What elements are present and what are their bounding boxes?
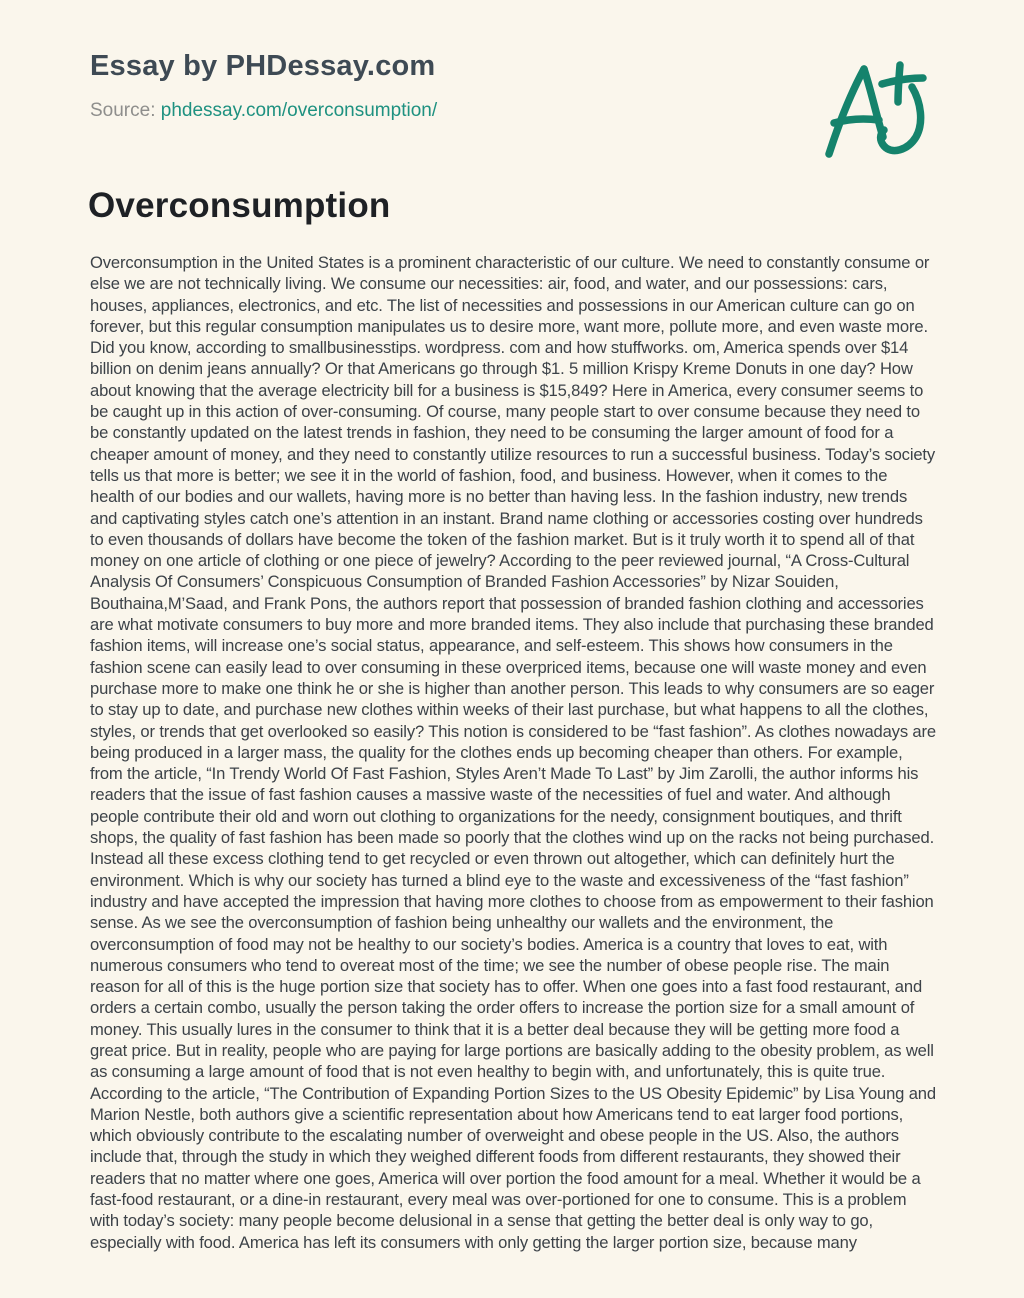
essay-title: Overconsumption — [88, 186, 391, 225]
brand-title: Essay by PHDessay.com — [90, 50, 436, 82]
source-line: Source: phdessay.com/overconsumption/ — [90, 100, 437, 122]
source-link[interactable]: phdessay.com/overconsumption/ — [160, 100, 438, 121]
source-label: Source: — [90, 100, 156, 121]
phdessay-a-plus-logo-icon — [824, 60, 930, 164]
essay-body-text: Overconsumption in the United States is … — [90, 253, 936, 1252]
